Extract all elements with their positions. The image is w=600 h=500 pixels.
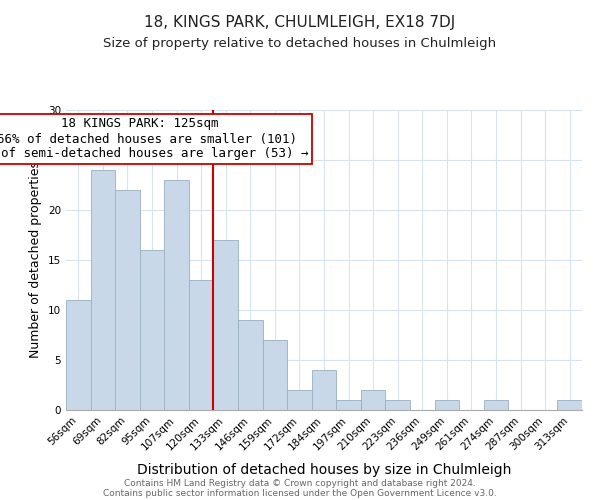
Bar [385,400,410,410]
Bar [557,400,582,410]
Text: 18, KINGS PARK, CHULMLEIGH, EX18 7DJ: 18, KINGS PARK, CHULMLEIGH, EX18 7DJ [145,15,455,30]
Bar [115,190,140,410]
Bar [484,400,508,410]
Bar [434,400,459,410]
Bar [164,180,189,410]
Bar [312,370,336,410]
Bar [66,300,91,410]
Bar [189,280,214,410]
Text: Contains HM Land Registry data © Crown copyright and database right 2024.: Contains HM Land Registry data © Crown c… [124,478,476,488]
X-axis label: Distribution of detached houses by size in Chulmleigh: Distribution of detached houses by size … [137,463,511,477]
Bar [91,170,115,410]
Bar [361,390,385,410]
Bar [336,400,361,410]
Text: 18 KINGS PARK: 125sqm
← 66% of detached houses are smaller (101)
34% of semi-det: 18 KINGS PARK: 125sqm ← 66% of detached … [0,118,308,160]
Text: Contains public sector information licensed under the Open Government Licence v3: Contains public sector information licen… [103,488,497,498]
Y-axis label: Number of detached properties: Number of detached properties [29,162,43,358]
Bar [238,320,263,410]
Bar [140,250,164,410]
Bar [263,340,287,410]
Text: Size of property relative to detached houses in Chulmleigh: Size of property relative to detached ho… [103,38,497,51]
Bar [214,240,238,410]
Bar [287,390,312,410]
